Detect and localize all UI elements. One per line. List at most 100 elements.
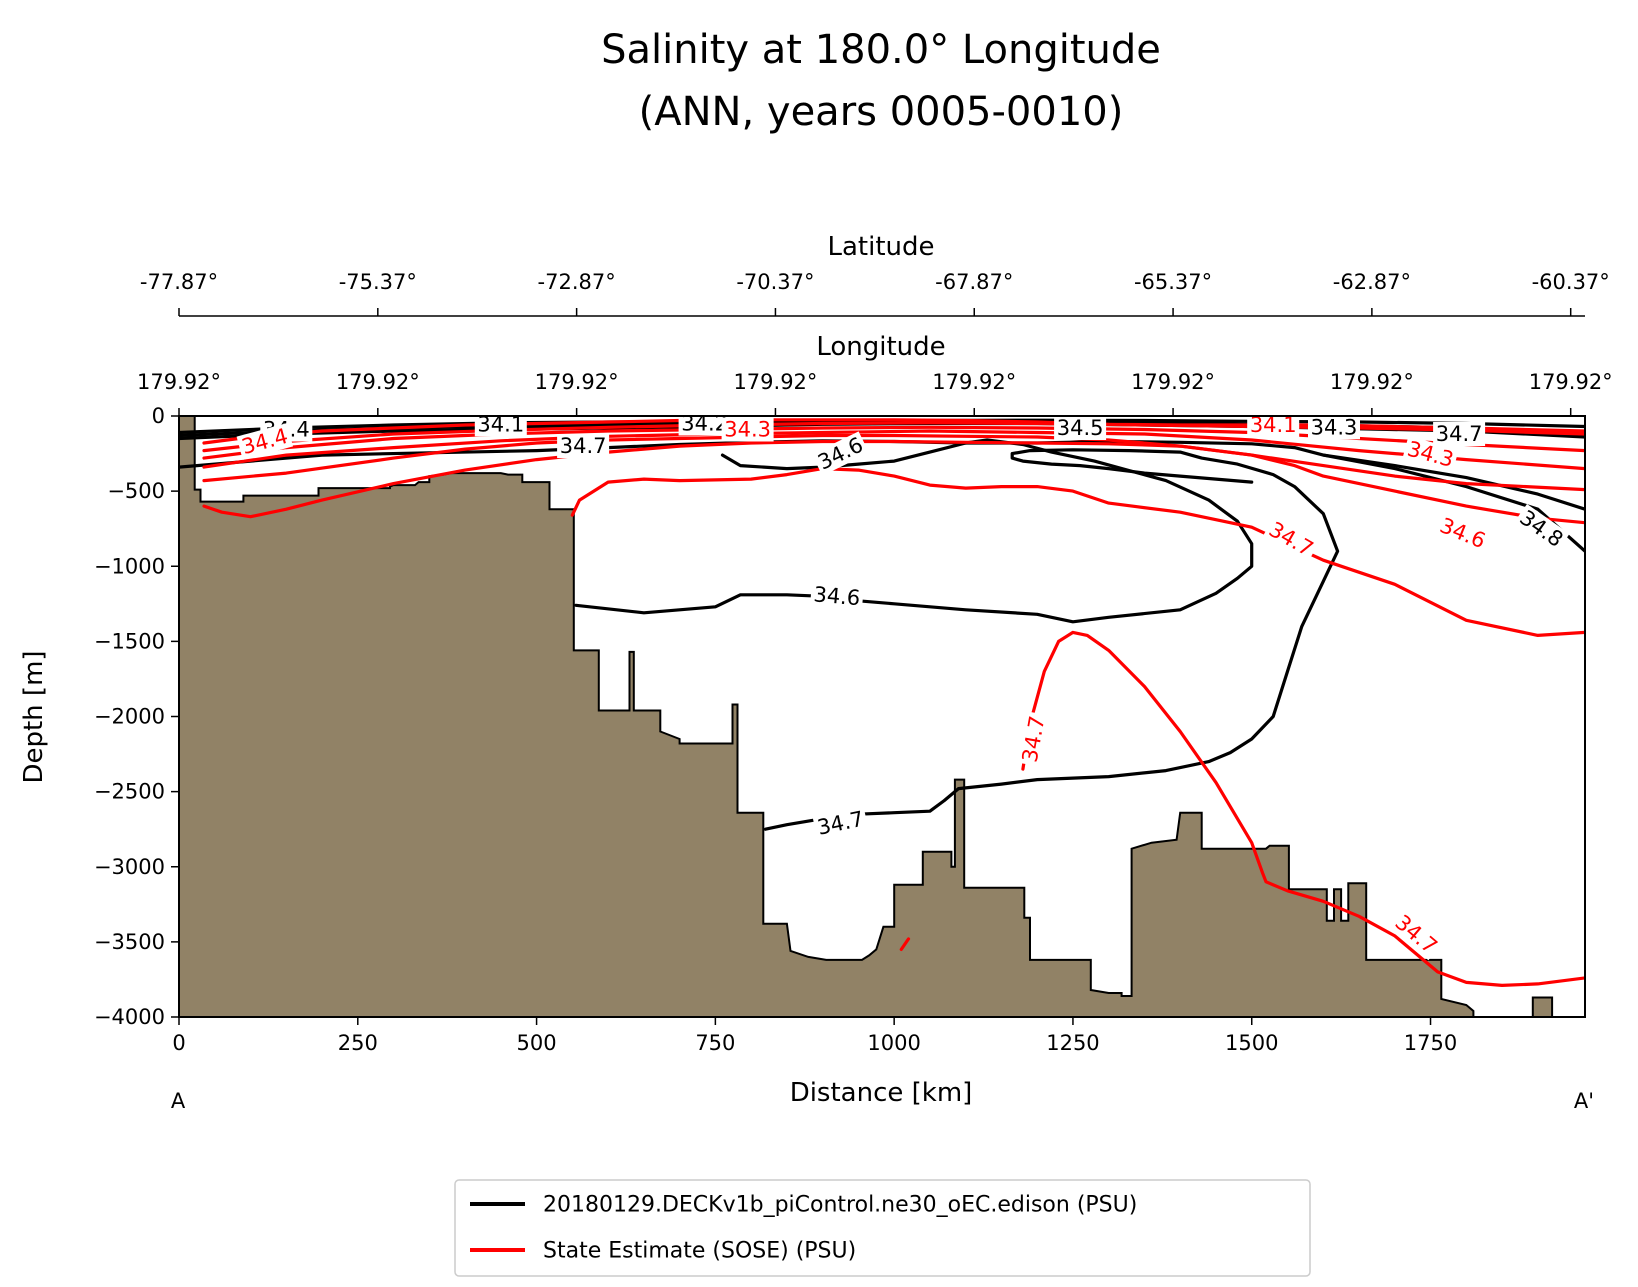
section-end-label: A' <box>1574 1089 1594 1113</box>
model-contour-label-group-6: 34.3 <box>1308 415 1360 440</box>
model-contour-label-bg-10 <box>812 806 869 841</box>
x-tick-label-3: 750 <box>695 1031 735 1055</box>
latitude-tick-label-1: -75.37° <box>339 270 417 294</box>
contour-labels: 34.434.134.734.234.634.534.334.734.834.6… <box>236 412 1570 961</box>
obs-contour-label-group-4: 34.7 <box>1262 515 1320 563</box>
model-contour-label-bg-1 <box>474 416 527 437</box>
x-tick-label-6: 1500 <box>1225 1031 1278 1055</box>
model-contour-label-bg-7 <box>1433 422 1486 446</box>
latitude-axis: -77.87° -75.37° -72.87° -70.37° -67.87° -65.3… <box>140 270 1610 316</box>
section-start-label: A <box>171 1089 186 1113</box>
obs-contour-label-group-3: 34.3 <box>1402 435 1459 473</box>
obs-contour-3 <box>202 429 1585 471</box>
obs-contour-label-group-1: 34.3 <box>721 417 774 442</box>
x-tick-label-5: 1250 <box>1046 1031 1099 1055</box>
x-tick-label-7: 1750 <box>1404 1031 1457 1055</box>
model-contour-label-group-2: 34.7 <box>557 434 610 459</box>
model-contour-label-2: 34.7 <box>560 434 607 458</box>
obs-contour-4 <box>202 433 1585 492</box>
latitude-tick-label-2: -72.87° <box>538 270 616 294</box>
x-axis-label: Distance [km] <box>790 1078 973 1108</box>
model-contour-label-9: 34.6 <box>813 582 862 610</box>
model-contour-label-bg-3 <box>678 416 731 436</box>
model-contour-label-bg-2 <box>557 434 610 459</box>
model-contour-label-group-5: 34.5 <box>1054 416 1107 440</box>
longitude-tick-label-0: 179.92° <box>137 370 221 394</box>
longitude-tick-label-1: 179.92° <box>336 370 420 394</box>
top-axis-2-label: Longitude <box>816 332 945 362</box>
model-contour-label-group-10: 34.7 <box>812 806 869 841</box>
chart-subtitle: (ANN, years 0005-0010) <box>639 89 1124 135</box>
y-tick-label-6: −3000 <box>94 855 165 879</box>
y-tick-label-8: −4000 <box>94 1005 165 1029</box>
model-contour-label-bg-6 <box>1308 416 1360 440</box>
model-contour-label-group-3: 34.2 <box>678 412 731 436</box>
obs-contour-label-group-5: 34.6 <box>1434 512 1492 555</box>
x-axis: 0 250 500 750 1000 1250 1500 1750 <box>172 1017 1457 1055</box>
latitude-tick-label-0: -77.87° <box>140 270 218 294</box>
obs-contour-6 <box>570 467 1585 638</box>
y-tick-label-3: −1500 <box>94 629 165 653</box>
obs-contour-label-5: 34.6 <box>1437 513 1489 553</box>
latitude-tick-label-4: -67.87° <box>935 270 1013 294</box>
obs-contour-label-group-2: 34.1 <box>1247 413 1300 437</box>
obs-contour-label-bg-4 <box>1262 515 1320 563</box>
model-contour-label-7: 34.7 <box>1436 422 1483 446</box>
obs-contour-label-group-6: 34.7 <box>1017 711 1050 767</box>
y-tick-label-1: −500 <box>107 479 165 503</box>
obs-contour-label-bg-1 <box>721 417 774 442</box>
longitude-axis: 179.92° 179.92° 179.92° 179.92° 179.92° 179.9… <box>137 370 1613 416</box>
y-tick-label-2: −1000 <box>94 554 165 578</box>
longitude-tick-label-7: 179.92° <box>1529 370 1613 394</box>
bathymetry-polygon-1 <box>1531 996 1554 1017</box>
latitude-tick-label-6: -62.87° <box>1333 270 1411 294</box>
x-tick-label-1: 250 <box>338 1031 378 1055</box>
legend-model-label: 20180129.DECKv1b_piControl.ne30_oEC.edis… <box>543 1193 1137 1218</box>
obs-contour-label-bg-7 <box>1388 908 1444 961</box>
x-tick-label-4: 1000 <box>867 1031 920 1055</box>
y-tick-label-7: −3500 <box>94 930 165 954</box>
obs-contour-7 <box>1021 630 1585 988</box>
model-contour-label-group-9: 34.6 <box>809 582 864 611</box>
latitude-tick-label-3: -70.37° <box>736 270 814 294</box>
y-axis: 0 −500 −1000 −1500 −2000 −2500 −3000 −3500 −4000 <box>94 404 179 1029</box>
obs-contour-label-bg-0 <box>236 423 294 460</box>
obs-contour-8 <box>899 937 911 952</box>
x-tick-label-2: 500 <box>517 1031 557 1055</box>
model-contour-label-bg-8 <box>1513 503 1570 554</box>
model-contour-label-6: 34.3 <box>1311 415 1358 439</box>
bathymetry-polygon-0 <box>179 416 1475 1017</box>
x-tick-label-0: 0 <box>172 1031 185 1055</box>
y-tick-label-0: 0 <box>152 404 165 428</box>
model-contour-label-bg-5 <box>1054 416 1107 440</box>
obs-contour-label-2: 34.1 <box>1250 413 1297 437</box>
y-tick-label-5: −2500 <box>94 780 165 804</box>
y-axis-label: Depth [m] <box>19 650 49 783</box>
latitude-tick-label-5: -65.37° <box>1134 270 1212 294</box>
model-contour-label-5: 34.5 <box>1057 416 1104 440</box>
bathymetry-layer <box>179 416 1554 1017</box>
longitude-tick-label-2: 179.92° <box>535 370 619 394</box>
obs-contour-label-bg-3 <box>1402 435 1459 473</box>
model-contour-label-1: 34.1 <box>477 412 524 436</box>
obs-contour-label-6: 34.7 <box>1018 714 1050 764</box>
model-contour-label-bg-4 <box>811 431 870 476</box>
model-contour-label-3: 34.2 <box>681 412 728 436</box>
model-contour-label-group-7: 34.7 <box>1433 422 1486 446</box>
longitude-tick-label-4: 179.92° <box>932 370 1016 394</box>
top-axis-1-label: Latitude <box>827 232 934 262</box>
obs-contour-label-bg-2 <box>1247 416 1300 437</box>
obs-contour-label-bg-6 <box>1017 711 1050 767</box>
legend: 20180129.DECKv1b_piControl.ne30_oEC.edis… <box>454 1179 1311 1277</box>
chart-title: Salinity at 180.0° Longitude <box>601 27 1161 73</box>
model-contour-label-10: 34.7 <box>815 807 866 840</box>
y-tick-label-4: −2000 <box>94 705 165 729</box>
latitude-tick-label-7: -60.37° <box>1532 270 1610 294</box>
legend-box <box>454 1179 1311 1277</box>
longitude-tick-label-5: 179.92° <box>1131 370 1215 394</box>
model-contour-label-group-1: 34.1 <box>474 412 527 437</box>
model-contour-5 <box>574 438 1254 624</box>
model-contour-label-bg-9 <box>809 582 864 611</box>
longitude-tick-label-3: 179.92° <box>733 370 817 394</box>
